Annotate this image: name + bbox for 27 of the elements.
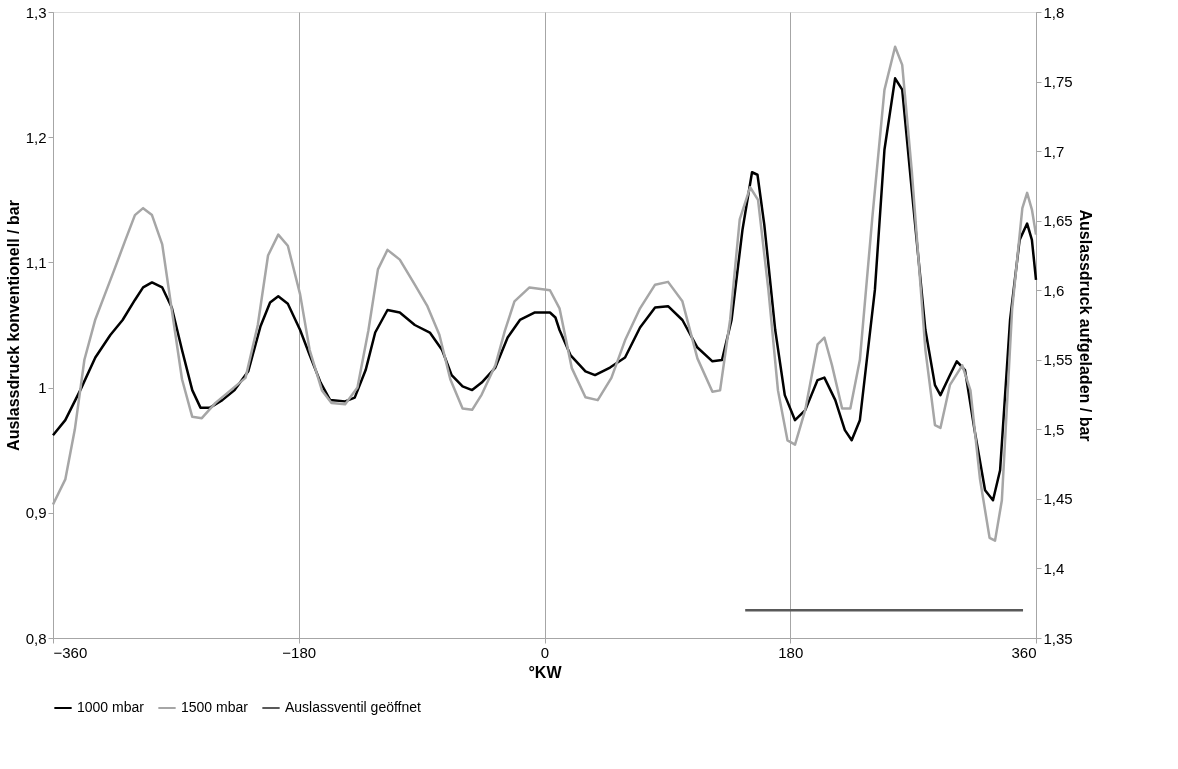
y2-tick-label: 1,45: [1043, 490, 1073, 508]
x-tick-label: −360: [53, 643, 88, 661]
x-tick-label: −180: [282, 643, 317, 661]
y2-tick-label: 1,8: [1043, 3, 1065, 21]
y2-tick-label: 1,65: [1043, 212, 1073, 230]
y2-tick-label: 1,4: [1043, 559, 1065, 577]
x-tick-label: 180: [778, 643, 804, 661]
x-tick-label: 0: [540, 643, 550, 661]
x-axis-title: °KW: [528, 663, 563, 681]
y-tick-label: 1,3: [25, 3, 47, 21]
legend-label: 1500 mbar: [181, 699, 249, 715]
y2-tick-label: 1,35: [1043, 629, 1073, 647]
y2-tick-label: 1,6: [1043, 281, 1065, 299]
y-tick-label: 1: [38, 379, 47, 397]
x-tick-label: 360: [1011, 643, 1037, 661]
y-tick-label: 0,9: [25, 504, 47, 522]
y2-axis-title: Auslassdruck aufgeladen / bar: [1076, 209, 1094, 442]
y-tick-label: 0,8: [25, 629, 47, 647]
legend-label: Auslassventil geöffnet: [285, 699, 422, 715]
y-tick-label: 1,1: [25, 253, 47, 271]
y2-tick-label: 1,5: [1043, 420, 1065, 438]
legend-label: 1000 mbar: [77, 699, 145, 715]
y2-tick-label: 1,7: [1043, 142, 1065, 160]
y-axis-title: Auslassdruck konventionell / bar: [4, 200, 22, 451]
y2-tick-label: 1,55: [1043, 351, 1073, 369]
y-tick-label: 1,2: [25, 128, 47, 146]
y2-tick-label: 1,75: [1043, 73, 1073, 91]
